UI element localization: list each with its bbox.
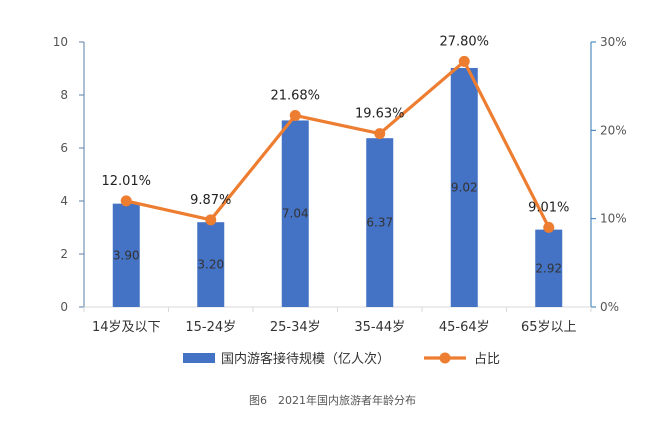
line-data-label: 21.68% (270, 88, 320, 103)
bar (112, 203, 140, 307)
legend-line-marker (439, 352, 451, 364)
right-y-tick-label: 20% (600, 123, 627, 137)
bar (197, 222, 225, 307)
line-point (458, 55, 470, 67)
line-data-label: 9.01% (528, 200, 569, 215)
line-data-label: 19.63% (355, 107, 405, 122)
left-y-tick-label: 4 (60, 194, 68, 208)
figure-caption: 图6 2021年国内旅游者年龄分布 (249, 394, 416, 407)
x-category-label: 45-64岁 (439, 320, 490, 335)
bar (450, 67, 478, 307)
bar (366, 138, 394, 307)
left-y-tick-label: 0 (60, 300, 68, 314)
bar (535, 229, 563, 307)
series-line (125, 59, 551, 229)
x-category-label: 14岁及以下 (92, 320, 161, 335)
bar (281, 120, 309, 307)
line-point (120, 195, 132, 207)
bar-data-label: 3.90 (113, 248, 140, 262)
line-data-label: 12.01% (101, 174, 151, 189)
right-y-tick-label: 10% (600, 212, 627, 226)
bar-data-label: 2.92 (535, 261, 562, 275)
line-data-label: 9.87% (190, 193, 231, 208)
left-y-tick-label: 2 (60, 247, 68, 261)
line-point (289, 109, 301, 121)
x-category-label: 25-34岁 (270, 320, 321, 335)
bar-data-label: 9.02 (451, 180, 478, 194)
legend-line-label: 占比 (474, 352, 500, 367)
line-data-label: 27.80% (439, 34, 489, 49)
x-category-label: 65岁以上 (521, 320, 577, 335)
line-point (205, 214, 217, 226)
x-category-label: 15-24岁 (185, 320, 236, 335)
right-y-tick-label: 30% (600, 35, 627, 49)
line-point (543, 221, 555, 233)
left-y-tick-label: 8 (60, 88, 68, 102)
legend-bar-swatch (183, 353, 215, 363)
x-category-label: 35-44岁 (354, 320, 405, 335)
left-y-tick-label: 6 (60, 141, 68, 155)
left-y-tick-label: 10 (53, 35, 68, 49)
line-point (374, 128, 386, 140)
bar-data-label: 6.37 (366, 216, 393, 230)
bar-data-label: 3.20 (197, 258, 224, 272)
legend-bar-label: 国内游客接待规模（亿人次） (221, 351, 390, 367)
right-y-tick-label: 0% (600, 300, 619, 314)
bar-data-label: 7.04 (282, 207, 309, 221)
